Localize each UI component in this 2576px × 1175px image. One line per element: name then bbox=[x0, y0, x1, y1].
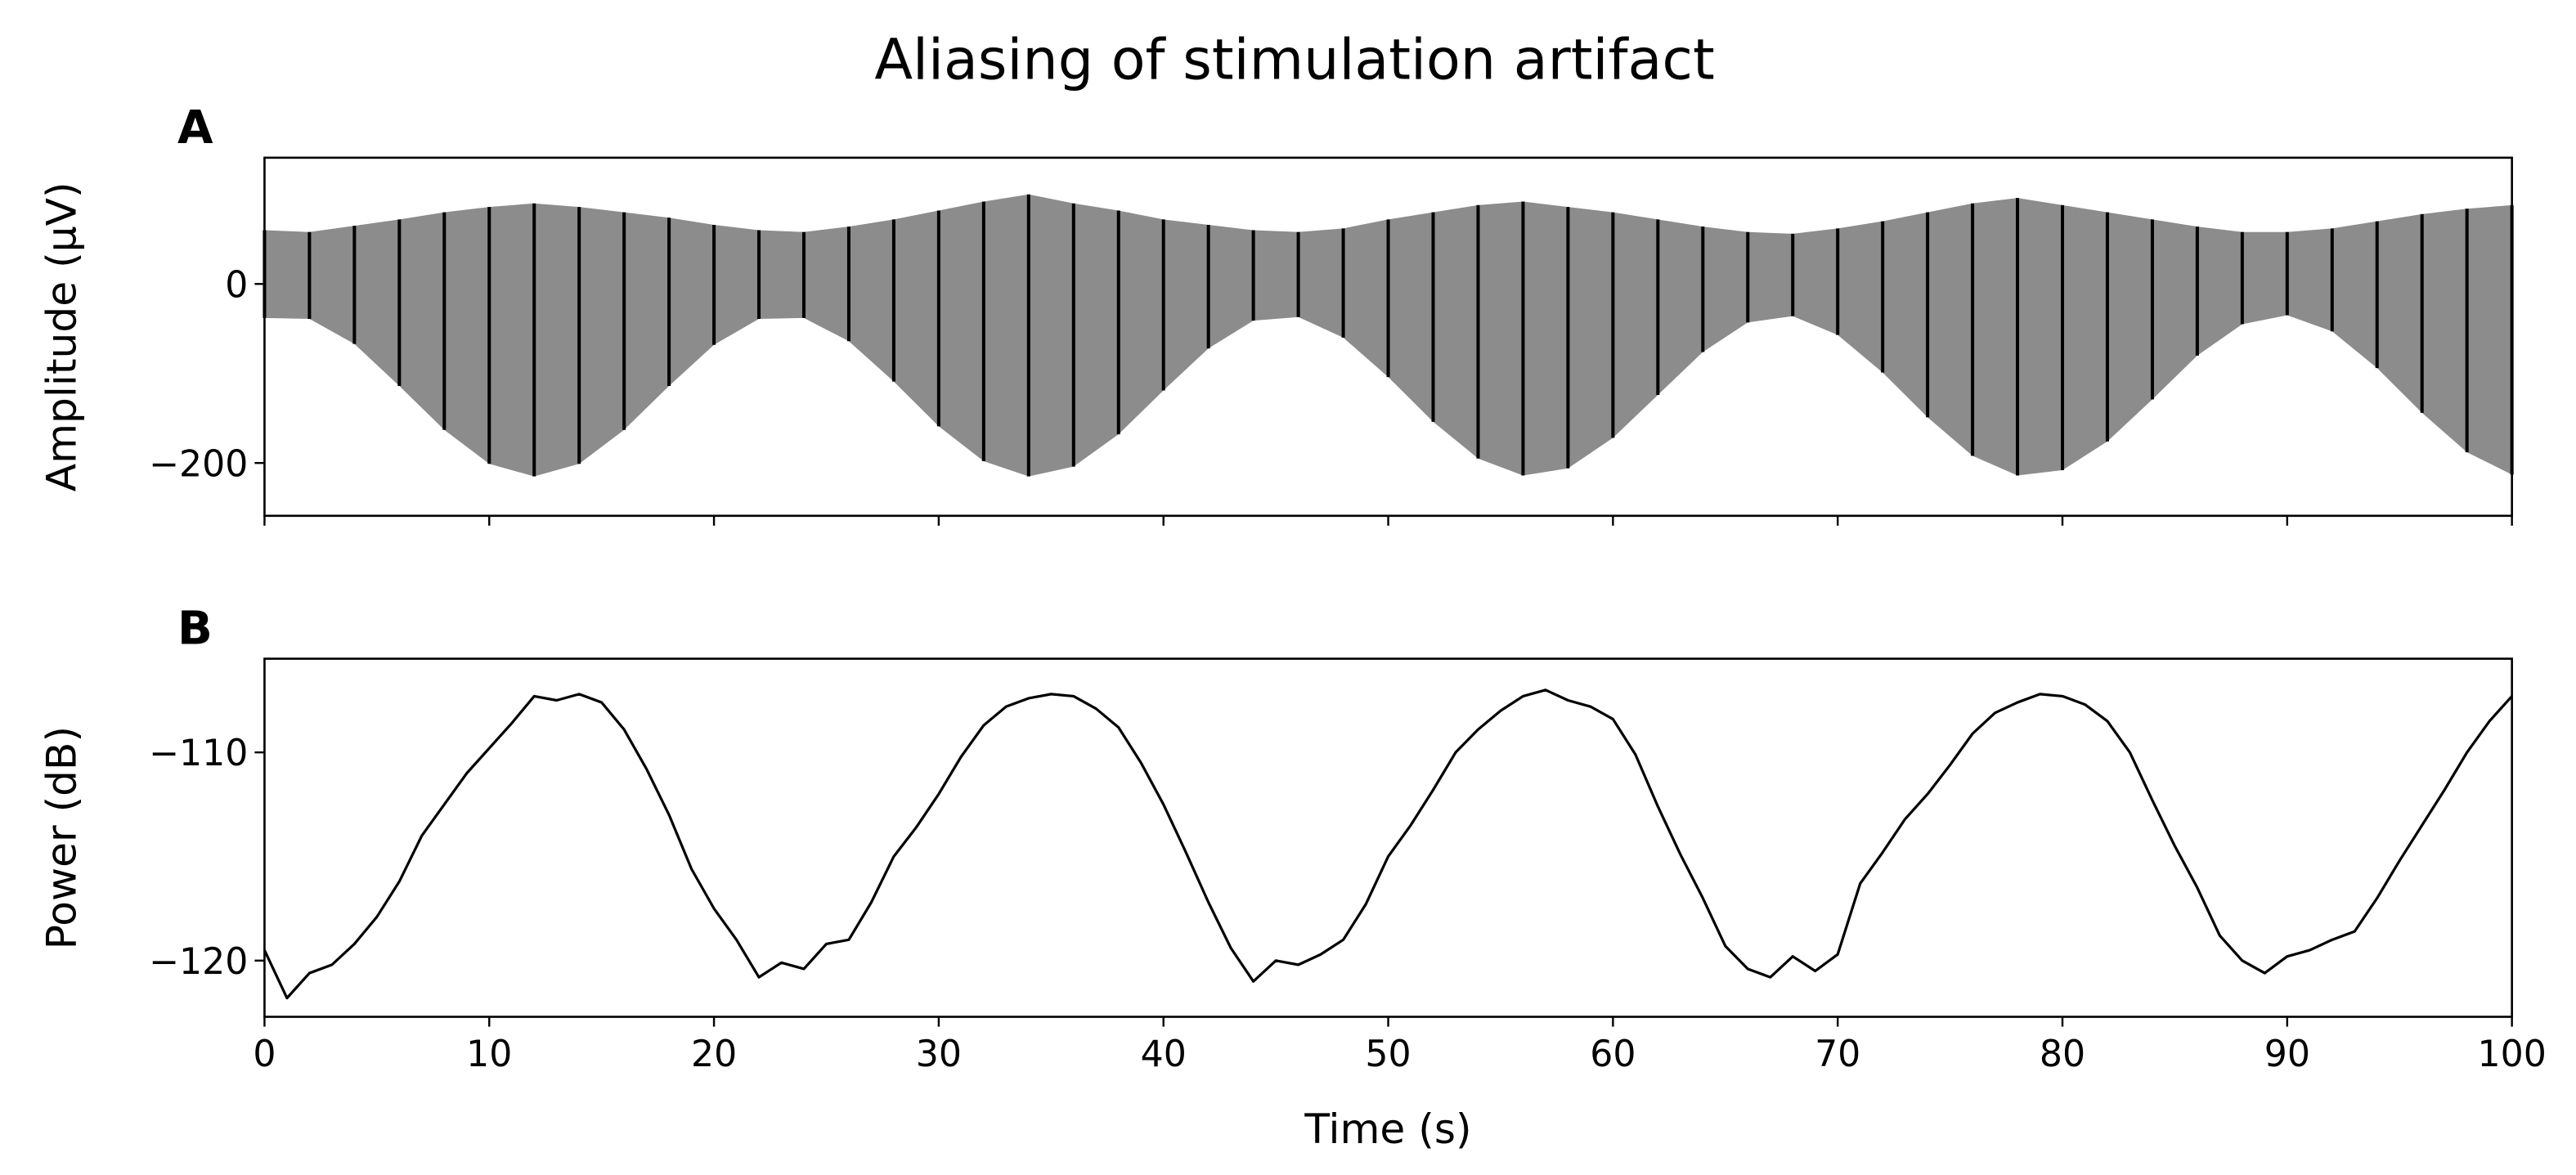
y-tick-label: 0 bbox=[225, 264, 248, 306]
figure-title: Aliasing of stimulation artifact bbox=[874, 28, 1714, 92]
y-tick-label: −120 bbox=[149, 941, 248, 983]
x-tick-label: 100 bbox=[2477, 1034, 2546, 1075]
x-tick-label: 40 bbox=[1141, 1034, 1187, 1075]
x-tick-label: 50 bbox=[1365, 1034, 1411, 1075]
y-tick-label: −110 bbox=[149, 733, 248, 774]
panel-label: A bbox=[177, 101, 213, 155]
x-tick-label: 60 bbox=[1590, 1034, 1636, 1075]
panel-label: B bbox=[177, 603, 213, 656]
x-tick-label: 20 bbox=[691, 1034, 737, 1075]
y-axis-label: Amplitude (μV) bbox=[37, 182, 85, 491]
x-tick-label: 30 bbox=[916, 1034, 962, 1075]
x-tick-label: 90 bbox=[2264, 1034, 2310, 1075]
x-tick-label: 0 bbox=[253, 1034, 276, 1075]
x-tick-label: 70 bbox=[1815, 1034, 1860, 1075]
y-axis-label: Power (dB) bbox=[37, 726, 85, 949]
power-line bbox=[263, 688, 2513, 1000]
axes-frame bbox=[263, 657, 2513, 1018]
x-axis-label: Time (s) bbox=[1304, 1105, 1471, 1153]
x-tick-label: 10 bbox=[466, 1034, 512, 1075]
y-tick-label: −200 bbox=[149, 443, 248, 485]
x-tick-label: 80 bbox=[2040, 1034, 2085, 1075]
